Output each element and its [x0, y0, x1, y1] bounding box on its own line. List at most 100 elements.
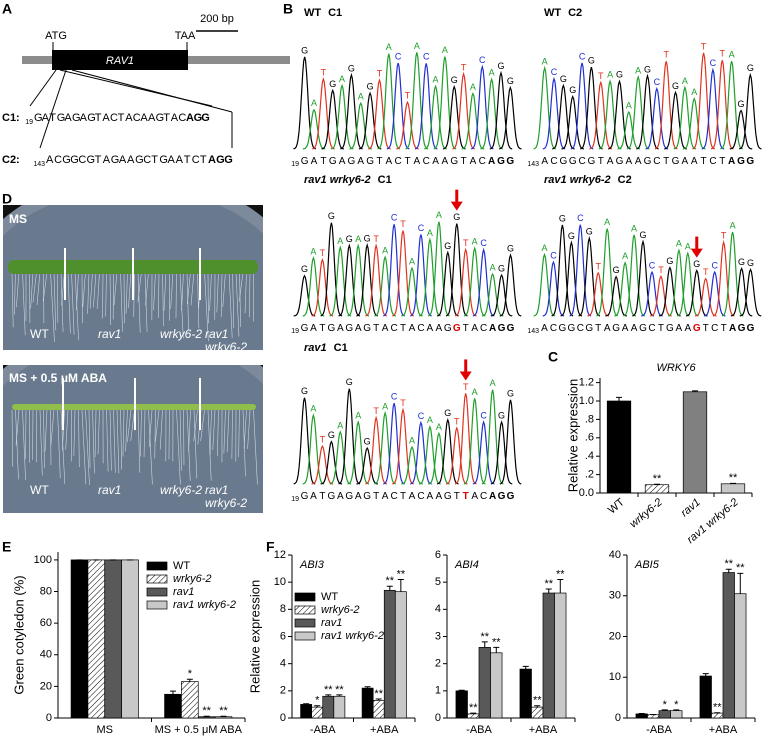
root: [122, 409, 125, 457]
base: G: [666, 323, 674, 334]
root: [22, 409, 26, 480]
peak-base: G: [451, 75, 458, 85]
chart-title: ABI3: [299, 559, 325, 571]
base: A: [489, 323, 496, 334]
error-bar: [616, 396, 622, 401]
peak: [320, 440, 343, 485]
base: T: [95, 112, 102, 124]
base: G: [498, 323, 506, 334]
significance: **: [533, 695, 542, 707]
base: A: [470, 156, 477, 167]
peak-base: G: [498, 410, 505, 420]
base: T: [118, 112, 125, 124]
genotype-label: WT: [30, 327, 49, 341]
peak: [365, 243, 388, 317]
bar: [658, 710, 671, 719]
bar: [455, 690, 468, 719]
genotype: rav1 wrky6-2: [304, 174, 371, 186]
y-tick-label: 6: [435, 549, 441, 561]
root: [153, 271, 156, 311]
position: 19: [291, 496, 299, 503]
base: C: [480, 491, 487, 502]
y-tick-label: .2: [585, 469, 594, 481]
y-tick-label: 5: [435, 576, 441, 588]
error-bar: [557, 578, 564, 594]
peak: [374, 255, 396, 317]
base: A: [728, 156, 735, 167]
peak: [330, 83, 354, 150]
base: T: [151, 154, 158, 166]
base: G: [507, 491, 515, 502]
peak: [692, 52, 715, 150]
peak: [499, 399, 522, 485]
peak: [694, 277, 717, 317]
peak-base: G: [507, 388, 514, 398]
root: [222, 271, 226, 307]
peak: [560, 240, 583, 317]
peak-base: C: [577, 213, 584, 223]
base: G: [737, 156, 745, 167]
x-tick-label: rav1: [679, 496, 703, 519]
peak-base: G: [666, 256, 673, 266]
bar: [311, 706, 324, 719]
panel-letter: D: [2, 191, 12, 207]
base: C: [423, 156, 430, 167]
base: G: [498, 491, 506, 502]
base: A: [171, 112, 179, 124]
peak-base: T: [463, 382, 469, 392]
base: A: [339, 156, 346, 167]
peak-base: G: [364, 436, 371, 446]
base: T: [461, 156, 467, 167]
error-bar: [303, 703, 310, 705]
peak-base: C: [391, 392, 398, 402]
peak-base: G: [568, 231, 575, 241]
base: C: [648, 323, 655, 334]
peak-base: A: [382, 246, 388, 256]
peak: [410, 234, 432, 317]
genotype-label: WT: [30, 483, 49, 497]
y-axis-label: Green cotyledon (%): [11, 575, 26, 694]
y-tick-label: 4: [435, 603, 441, 615]
peak-base: A: [337, 236, 343, 246]
peak: [608, 79, 631, 150]
y-tick-label: 1: [435, 685, 441, 697]
peak: [654, 61, 678, 150]
y-tick-label: 40: [609, 549, 621, 561]
base: G: [87, 112, 96, 124]
peak-base: A: [355, 234, 361, 244]
peak-base: A: [682, 76, 688, 86]
y-tick-label: 100: [34, 554, 52, 566]
target: C1: [334, 342, 348, 354]
legend-label: WT: [173, 560, 190, 572]
error-bar: [522, 665, 529, 670]
root: [223, 409, 226, 454]
error-bar: [692, 390, 698, 392]
position: 143: [527, 328, 539, 335]
bar: [394, 591, 407, 719]
peak: [365, 415, 388, 485]
peak-base: G: [301, 264, 308, 274]
target-line: [39, 69, 67, 149]
peak-base: C: [711, 260, 718, 270]
plate-photo: [3, 205, 263, 350]
peak-base: G: [672, 81, 679, 91]
peak: [499, 253, 522, 317]
root: [193, 409, 198, 442]
peak: [578, 235, 601, 317]
error-bar: [458, 689, 465, 691]
root: [239, 271, 241, 327]
base: A: [414, 156, 421, 167]
root: [36, 271, 41, 306]
peak: [739, 268, 762, 317]
base: A: [436, 323, 443, 334]
root: [50, 409, 55, 446]
y-tick-label: 1.0: [579, 395, 594, 407]
x-tick-label: MS + 0.5 μM ABA: [155, 724, 243, 736]
x-tick-label: wrky6-2: [628, 496, 665, 530]
genotype-label: rav1 wrky6-2: [205, 483, 248, 511]
peak-base: A: [607, 70, 613, 80]
peak-base: T: [720, 49, 726, 59]
peak-base: C: [579, 51, 586, 61]
